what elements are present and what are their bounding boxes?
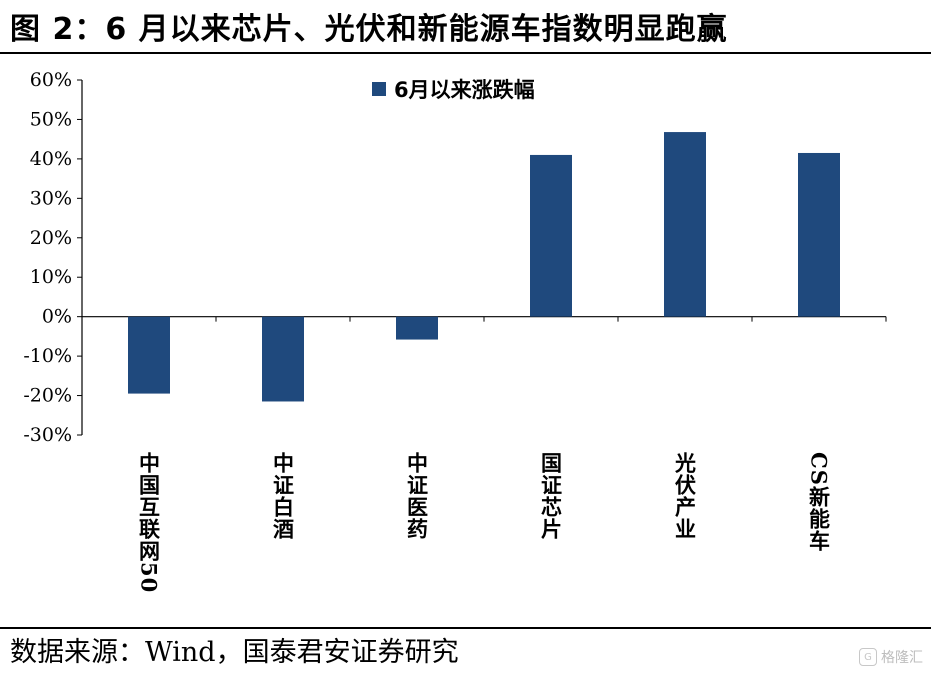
category-label: 光伏产业 xyxy=(673,452,698,540)
x-axis xyxy=(81,316,887,322)
y-tick-label: -20% xyxy=(23,385,72,407)
y-tick-label: 60% xyxy=(30,69,72,91)
category-label: 中证白酒 xyxy=(271,452,296,540)
y-axis: 60% 50% 40% 30% 20% 10% 0% -10% -20% -30% xyxy=(23,69,83,446)
watermark: G 格隆汇 xyxy=(859,647,923,667)
watermark-text: 格隆汇 xyxy=(881,650,923,666)
bar xyxy=(798,152,840,317)
category-labels: 中国互联网50 中证白酒 中证医药 国证芯片 光伏产业 CS新能车 xyxy=(137,452,832,593)
y-tick-label: 0% xyxy=(42,306,72,328)
y-tick-label: 10% xyxy=(30,266,72,288)
bar xyxy=(128,316,170,394)
legend: 6月以来涨跌幅 xyxy=(372,78,535,102)
watermark-logo-icon: G xyxy=(859,648,877,666)
bar xyxy=(664,132,706,317)
bar xyxy=(530,154,572,317)
bar-chart: 60% 50% 40% 30% 20% 10% 0% -10% -20% -30% 中国互联网50… xyxy=(23,69,887,593)
figure-title: 图 2：6 月以来芯片、光伏和新能源车指数明显跑赢 xyxy=(10,12,728,47)
bar xyxy=(396,316,438,340)
category-label: 中国互联网50 xyxy=(137,452,162,593)
y-tick-label: 30% xyxy=(30,187,72,209)
top-rule xyxy=(0,52,931,54)
y-tick-label: 50% xyxy=(30,108,72,130)
category-label: 中证医药 xyxy=(405,452,430,540)
y-tick-label: 40% xyxy=(30,148,72,170)
legend-label: 6月以来涨跌幅 xyxy=(394,78,535,102)
source-note: 数据来源：Wind，国泰君安证券研究 xyxy=(10,637,459,668)
y-tick-label: -30% xyxy=(23,424,72,446)
category-label: 国证芯片 xyxy=(539,452,564,540)
y-tick-label: -10% xyxy=(23,345,72,367)
bars xyxy=(128,132,840,402)
bar xyxy=(262,316,304,402)
category-label: CS新能车 xyxy=(807,452,832,552)
bottom-rule xyxy=(0,627,931,629)
legend-swatch xyxy=(372,82,386,96)
y-tick-label: 20% xyxy=(30,227,72,249)
